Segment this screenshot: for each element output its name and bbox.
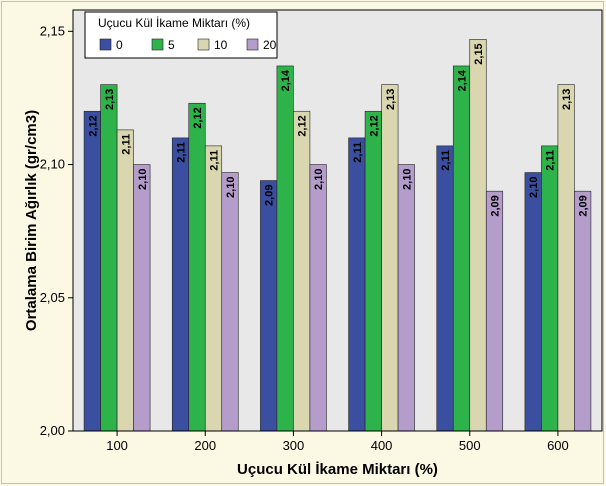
- data-label: 2,12: [87, 115, 99, 136]
- y-axis-title: Ortalama Birim Ağırlık (gr/cm3): [23, 110, 40, 331]
- data-label: 2,12: [368, 115, 380, 136]
- legend-box: [84, 11, 278, 59]
- bar-0-500: [436, 145, 454, 432]
- legend-label-5: 5: [168, 38, 175, 52]
- data-label: 2,09: [490, 195, 502, 216]
- bar-20-400: [397, 164, 415, 432]
- bar-20-100: [133, 164, 151, 432]
- bar-20-300: [309, 164, 327, 432]
- data-label: 2,11: [120, 134, 132, 155]
- data-label: 2,10: [137, 169, 149, 190]
- data-label: 2,10: [313, 169, 325, 190]
- legend-title: Uçucu Kül İkame Miktarı (%): [98, 16, 250, 30]
- plot-frame: [72, 9, 603, 432]
- bar-10-100: [116, 129, 134, 432]
- data-label: 2,13: [385, 89, 397, 110]
- data-label: 2,11: [440, 150, 452, 171]
- bar-0-400: [348, 137, 366, 432]
- legend-swatch-20: [246, 38, 259, 51]
- data-label: 2,10: [401, 169, 413, 190]
- bar-5-500: [452, 65, 471, 432]
- data-label: 2,14: [280, 69, 292, 91]
- x-tick-label: 600: [547, 438, 569, 453]
- x-tick-label: 300: [283, 438, 305, 453]
- y-tick-label: 2,15: [40, 23, 65, 38]
- bar-5-200: [188, 102, 206, 432]
- data-label: 2,15: [473, 43, 485, 64]
- legend-label-20: 20: [263, 38, 277, 52]
- y-tick-label: 2,10: [40, 157, 65, 172]
- bar-0-200: [171, 137, 190, 432]
- data-label: 2,10: [528, 177, 540, 198]
- bar-20-500: [485, 190, 504, 432]
- x-tick-label: 200: [194, 438, 216, 453]
- bar-0-300: [260, 180, 278, 432]
- data-label: 2,14: [457, 69, 469, 91]
- data-label: 2,09: [264, 185, 276, 206]
- y-tick-label: 2,05: [40, 290, 65, 305]
- bar-0-100: [83, 110, 101, 432]
- data-label: 2,13: [104, 89, 116, 110]
- bar-5-300: [276, 65, 294, 432]
- bar-5-100: [100, 84, 118, 432]
- bar-10-300: [293, 110, 311, 432]
- x-tick-label: 400: [371, 438, 393, 453]
- bar-10-200: [204, 145, 223, 432]
- legend-swatch-10: [197, 38, 210, 51]
- legend-label-0: 0: [116, 38, 123, 52]
- data-label: 2,11: [545, 150, 557, 171]
- data-label: 2,11: [352, 142, 364, 163]
- data-label: 2,11: [176, 142, 188, 163]
- bar-10-500: [469, 39, 487, 432]
- x-axis-title: Uçucu Kül İkame Miktarı (%): [237, 461, 438, 478]
- data-label: 2,13: [561, 89, 573, 110]
- data-label: 2,12: [192, 107, 204, 128]
- x-tick-label: 100: [106, 438, 128, 453]
- data-label: 2,09: [578, 195, 590, 216]
- legend-swatch-0: [99, 38, 112, 51]
- data-label: 2,10: [225, 177, 237, 198]
- bar-20-200: [221, 172, 239, 432]
- legend-label-10: 10: [214, 38, 228, 52]
- bar-10-600: [557, 84, 575, 432]
- bar-10-400: [381, 84, 399, 432]
- bar-20-600: [574, 190, 592, 432]
- y-tick-label: 2,00: [40, 423, 65, 438]
- data-label: 2,11: [209, 150, 221, 171]
- x-tick-label: 500: [459, 438, 481, 453]
- bar-0-600: [524, 172, 542, 432]
- data-label: 2,12: [297, 115, 309, 136]
- bar-5-400: [364, 110, 382, 432]
- bar-5-600: [541, 145, 559, 432]
- legend-swatch-5: [151, 38, 164, 51]
- plot-area: [73, 10, 602, 431]
